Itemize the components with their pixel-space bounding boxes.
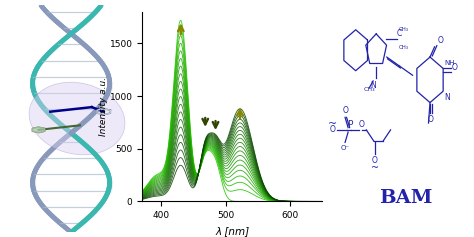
Text: O: O <box>343 106 349 115</box>
Ellipse shape <box>29 82 125 155</box>
Text: O: O <box>330 125 336 134</box>
Text: O: O <box>372 156 378 165</box>
Text: O: O <box>359 120 365 129</box>
Text: ~: ~ <box>371 163 379 173</box>
Y-axis label: Intensity a.u.: Intensity a.u. <box>99 77 108 136</box>
Polygon shape <box>32 127 45 133</box>
Text: P: P <box>347 120 353 129</box>
Text: N: N <box>370 81 376 90</box>
Text: ~: ~ <box>328 118 337 128</box>
Text: BAM: BAM <box>379 189 432 207</box>
Text: O: O <box>438 36 443 45</box>
Text: CH₃: CH₃ <box>364 87 375 92</box>
Text: O⁻: O⁻ <box>340 145 350 151</box>
Text: N: N <box>444 93 450 102</box>
Text: C: C <box>397 29 402 38</box>
Text: O: O <box>452 63 457 72</box>
Text: O: O <box>428 115 434 124</box>
Text: CH₃: CH₃ <box>399 27 409 32</box>
X-axis label: λ [nm]: λ [nm] <box>215 226 249 236</box>
Text: NH: NH <box>445 60 455 66</box>
Text: CH₃: CH₃ <box>399 45 409 50</box>
